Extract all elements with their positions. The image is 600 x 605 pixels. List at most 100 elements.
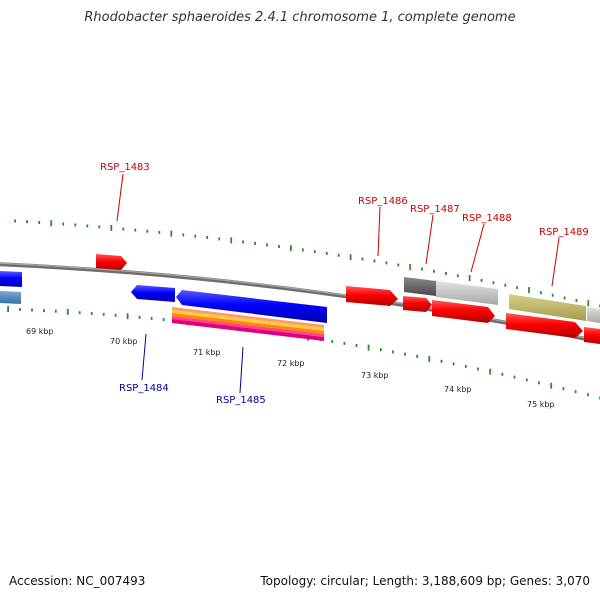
bottom-row-minor-tick [162,318,165,322]
bottom-row-minor-tick [416,355,419,358]
top-row-minor-tick [445,272,447,275]
gene-label-rsp-1485[interactable]: RSP_1485 [216,395,266,406]
top-row-minor-tick [158,230,161,234]
gene-arrow-rsp-1483[interactable] [96,254,127,270]
top-row-major-tick [110,224,113,231]
top-row-minor-tick [302,248,304,252]
gene-label-rsp-1487[interactable]: RSP_1487 [410,204,460,215]
top-row-minor-tick [492,281,495,285]
feature-bar-olive[interactable] [509,294,586,321]
leader-line-rsp-1487 [425,214,434,265]
leader-line-rsp-1489 [551,237,560,287]
gene-label-rsp-1484[interactable]: RSP_1484 [119,383,169,394]
rrna-feature-block[interactable] [172,307,324,341]
bottom-row-minor-tick [19,308,21,311]
top-row-minor-tick [575,299,578,302]
top-row-minor-tick [421,267,423,271]
scale-label-75: 75 kbp [527,400,555,409]
bottom-row-minor-tick [513,375,516,379]
gene-arrow-rsp-1486[interactable] [346,286,398,306]
gene-arrow-left-edge-steel[interactable] [0,291,21,304]
top-row-minor-tick [361,257,364,261]
bottom-row-major-tick [489,368,492,375]
top-row-minor-tick [122,227,125,231]
accession-text: Accession: NC_007493 [9,574,146,588]
feature-bar-grey-right[interactable] [587,307,600,323]
top-row-minor-tick [540,291,542,295]
tick-row-top [14,219,600,308]
top-row-major-tick [409,264,412,270]
top-row-major-tick [230,237,233,244]
top-row-major-tick [528,287,530,294]
gene-arrow-rsp-1485[interactable] [176,290,327,323]
top-row-minor-tick [14,219,16,223]
top-row-minor-tick [254,241,256,245]
top-row-minor-tick [516,286,518,290]
bottom-row-minor-tick [501,372,504,376]
gene-arrow-left-edge-reverse[interactable] [0,271,22,287]
top-row-minor-tick [134,228,137,232]
top-row-minor-tick [504,283,507,287]
gene-label-rsp-1486[interactable]: RSP_1486 [358,196,408,207]
leader-line-rsp-1488 [470,223,485,273]
top-row-minor-tick [62,222,65,226]
top-row-major-tick [170,230,173,237]
top-row-minor-tick [278,245,280,248]
top-row-minor-tick [242,240,244,244]
gene-arrow-rsp-1487[interactable] [403,296,432,312]
top-row-minor-tick [397,263,400,267]
scale-label-69: 69 kbp [26,327,54,336]
gene-arrow-rsp-1488[interactable] [432,300,495,323]
top-row-minor-tick [266,243,268,247]
bottom-row-minor-tick [538,381,540,385]
bottom-row-major-tick [428,355,431,362]
scale-label-74: 74 kbp [444,385,472,394]
top-row-minor-tick [74,223,77,227]
bottom-row-minor-tick [477,367,479,371]
scale-label-70: 70 kbp [110,337,138,346]
bottom-row-major-tick [126,313,129,320]
bottom-row-minor-tick [562,387,565,391]
bottom-row-minor-tick [404,352,406,356]
bottom-row-minor-tick [102,312,105,316]
top-row-minor-tick [194,234,197,238]
gene-arrow-right-edge-forward[interactable] [584,327,600,344]
leader-line-rsp-1485 [239,346,244,394]
top-row-minor-tick [86,224,89,228]
top-row-minor-tick [206,236,209,239]
bottom-row-minor-tick [54,309,57,313]
top-row-minor-tick [182,233,185,237]
bottom-row-minor-tick [574,390,577,394]
top-row-major-tick [468,275,471,281]
map-title: Rhodobacter sphaeroides 2.4.1 chromosome… [84,10,516,25]
gene-label-rsp-1488[interactable]: RSP_1488 [462,213,512,224]
top-row-minor-tick [563,296,566,300]
gene-arrow-rsp-1489[interactable] [506,313,583,338]
bottom-row-minor-tick [43,309,45,313]
top-row-minor-tick [551,293,554,297]
feature-bar-grey[interactable] [436,281,498,305]
gene-label-rsp-1483[interactable]: RSP_1483 [100,162,150,173]
bottom-row-minor-tick [114,313,117,317]
top-row-minor-tick [26,220,28,224]
bottom-row-minor-tick [525,378,528,382]
bottom-row-minor-tick [440,359,443,363]
leader-line-rsp-1486 [377,206,381,257]
top-row-minor-tick [433,269,435,273]
gene-arrow-rsp-1484[interactable] [131,285,175,302]
feature-bar-dark[interactable] [404,277,436,296]
bottom-row-minor-tick [464,364,467,368]
top-row-minor-tick [146,229,149,233]
top-row-major-tick [587,300,590,307]
scale-label-72: 72 kbp [277,359,305,368]
top-row-major-tick [349,254,352,261]
leader-line-rsp-1484 [141,333,147,381]
bottom-row-minor-tick [343,341,346,345]
top-row-minor-tick [480,278,483,282]
bottom-row-minor-tick [392,350,394,354]
gene-label-rsp-1489[interactable]: RSP_1489 [539,227,589,238]
bottom-row-minor-tick [78,311,81,315]
top-row-major-tick [50,220,53,227]
